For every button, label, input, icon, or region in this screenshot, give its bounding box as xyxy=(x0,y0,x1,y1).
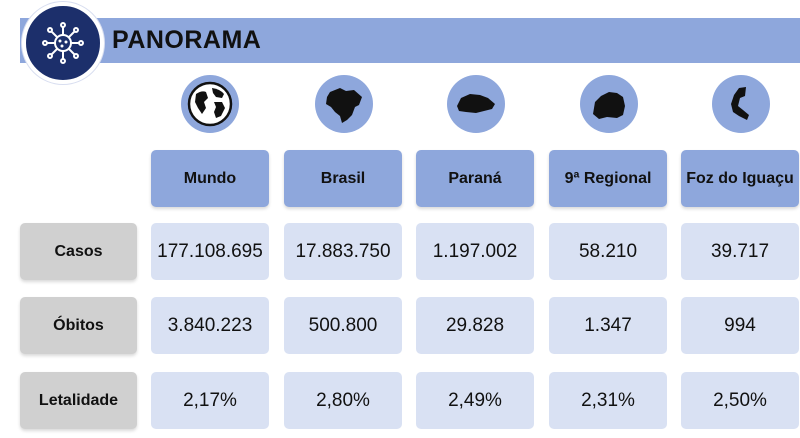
cell-letalidade-brasil: 2,80% xyxy=(284,372,402,429)
cell-letalidade-foz-do-iguacu: 2,50% xyxy=(681,372,799,429)
cell-casos-brasil: 17.883.750 xyxy=(284,223,402,280)
cell-obitos-parana: 29.828 xyxy=(416,297,534,354)
col-header-9a-regional: 9ª Regional xyxy=(549,150,667,207)
row-header-casos: Casos xyxy=(20,223,137,280)
page-title: PANORAMA xyxy=(112,26,262,54)
row-header-letalidade: Letalidade xyxy=(20,372,137,429)
brasil-icon-badge xyxy=(315,75,373,133)
regional-map-icon xyxy=(593,92,625,119)
col-header-parana: Paraná xyxy=(416,150,534,207)
title-banner xyxy=(20,18,800,63)
col-header-foz-do-iguacu: Foz do Iguaçu xyxy=(681,150,799,207)
cell-letalidade-parana: 2,49% xyxy=(416,372,534,429)
row-header-obitos: Óbitos xyxy=(20,297,137,354)
cell-letalidade-mundo: 2,17% xyxy=(151,372,269,429)
cell-obitos-foz-do-iguacu: 994 xyxy=(681,297,799,354)
cell-letalidade-9a-regional: 2,31% xyxy=(549,372,667,429)
globe-icon xyxy=(187,81,233,127)
col-header-mundo: Mundo xyxy=(151,150,269,207)
mundo-icon-badge xyxy=(181,75,239,133)
cell-casos-parana: 1.197.002 xyxy=(416,223,534,280)
cell-obitos-9a-regional: 1.347 xyxy=(549,297,667,354)
logo xyxy=(22,2,104,84)
regional-icon-badge xyxy=(580,75,638,133)
col-header-brasil: Brasil xyxy=(284,150,402,207)
cell-casos-9a-regional: 58.210 xyxy=(549,223,667,280)
foz-icon-badge xyxy=(712,75,770,133)
cell-casos-mundo: 177.108.695 xyxy=(151,223,269,280)
cell-obitos-brasil: 500.800 xyxy=(284,297,402,354)
cell-casos-foz-do-iguacu: 39.717 xyxy=(681,223,799,280)
brazil-map-icon xyxy=(326,88,362,123)
virus-icon xyxy=(42,22,84,64)
cell-obitos-mundo: 3.840.223 xyxy=(151,297,269,354)
parana-map-icon xyxy=(457,94,495,113)
foz-map-icon xyxy=(731,87,749,120)
parana-icon-badge xyxy=(447,75,505,133)
